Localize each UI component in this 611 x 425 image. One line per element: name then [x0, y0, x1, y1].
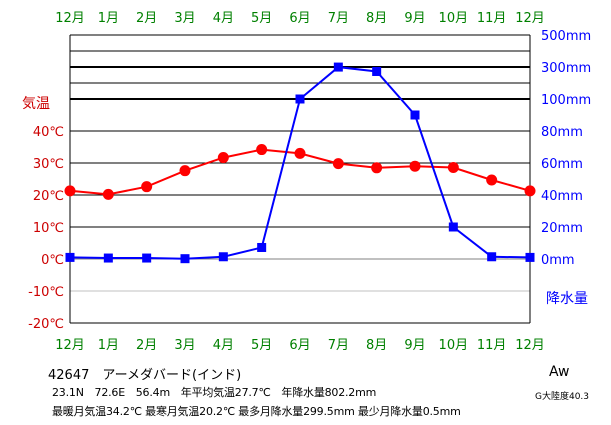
month-label-bottom: 12月: [515, 338, 545, 353]
month-label-top: 1月: [98, 11, 119, 26]
precipitation-point: [487, 252, 497, 262]
temperature-point: [102, 188, 114, 200]
precip-tick-label: 0mm: [541, 253, 575, 268]
month-label-top: 7月: [328, 11, 349, 26]
temperature-point: [524, 185, 536, 197]
precip-tick-label: 300mm: [541, 61, 591, 76]
month-label-bottom: 9月: [404, 338, 425, 353]
temperature-point: [409, 160, 421, 172]
month-label-bottom: 11月: [477, 338, 507, 353]
temperature-point: [64, 185, 76, 197]
month-label-bottom: 7月: [328, 338, 349, 353]
precip-tick-label: 80mm: [541, 125, 583, 140]
precip-tick-label: 60mm: [541, 157, 583, 172]
precipitation-point: [218, 252, 228, 262]
station-stats-line2: 最暖月気温34.2℃ 最寒月気温20.2℃ 最多月降水量299.5mm 最少月降…: [52, 405, 461, 418]
precip-tick-label: 500mm: [541, 29, 591, 44]
climate-class: Aw: [549, 364, 570, 380]
month-label-bottom: 2月: [136, 338, 157, 353]
precipitation-point: [410, 110, 420, 120]
precip-tick-label: 100mm: [541, 93, 591, 108]
month-label-bottom: 1月: [98, 338, 119, 353]
station-stats-line1: 23.1N 72.6E 56.4m 年平均気温27.7℃ 年降水量802.2mm: [52, 386, 377, 399]
month-label-top: 8月: [366, 11, 387, 26]
temperature-point: [294, 147, 306, 159]
precipitation-point: [65, 252, 75, 262]
temp-axis-title: 気温: [22, 96, 50, 112]
temp-tick-label: 10℃: [33, 221, 64, 236]
month-label-bottom: 12月: [55, 338, 85, 353]
month-label-top: 2月: [136, 11, 157, 26]
precip-tick-label: 40mm: [541, 189, 583, 204]
month-label-bottom: 3月: [174, 338, 195, 353]
temp-tick-label: -10℃: [28, 285, 64, 300]
precipitation-point: [257, 242, 267, 252]
month-label-bottom: 5月: [251, 338, 272, 353]
temperature-point: [179, 165, 191, 177]
temperature-point: [256, 144, 268, 156]
precipitation-point: [142, 253, 152, 263]
precip-tick-label: 20mm: [541, 221, 583, 236]
temperature-point: [447, 161, 459, 173]
month-label-bottom: 10月: [439, 338, 469, 353]
month-label-top: 11月: [477, 11, 507, 26]
temp-tick-label: -20℃: [28, 317, 64, 332]
temperature-point: [371, 162, 383, 174]
temp-tick-label: 30℃: [33, 157, 64, 172]
month-label-top: 6月: [289, 11, 310, 26]
precipitation-point: [372, 66, 382, 76]
month-label-top: 5月: [251, 11, 272, 26]
month-label-bottom: 4月: [213, 338, 234, 353]
precipitation-point: [525, 252, 535, 262]
temperature-point: [217, 152, 229, 164]
precipitation-point: [448, 222, 458, 232]
month-label-top: 4月: [213, 11, 234, 26]
temperature-point: [141, 181, 153, 193]
precip-axis-title: 降水量: [546, 291, 588, 307]
month-label-top: 12月: [515, 11, 545, 26]
month-label-top: 3月: [174, 11, 195, 26]
temp-tick-label: 20℃: [33, 189, 64, 204]
continentality-index: G大陸度40.3: [535, 392, 590, 402]
month-label-top: 9月: [404, 11, 425, 26]
month-label-bottom: 6月: [289, 338, 310, 353]
precipitation-point: [333, 62, 343, 72]
temp-tick-label: 40℃: [33, 125, 64, 140]
precipitation-point: [180, 254, 190, 264]
station-name: 42647 アーメダバード(インド): [48, 368, 242, 383]
month-label-top: 10月: [439, 11, 469, 26]
month-label-bottom: 8月: [366, 338, 387, 353]
precipitation-point: [295, 94, 305, 104]
temperature-point: [486, 174, 498, 186]
climate-chart: 12月 12月 1月 1月 2月 2月 3月 3月 4月 4月 5月 5月 6月 6月 7月 7月 8月 8月 9月…: [22, 11, 591, 353]
temp-tick-label: 0℃: [41, 253, 64, 268]
month-label-top: 12月: [55, 11, 85, 26]
precipitation-point: [103, 253, 113, 263]
temperature-point: [332, 158, 344, 170]
